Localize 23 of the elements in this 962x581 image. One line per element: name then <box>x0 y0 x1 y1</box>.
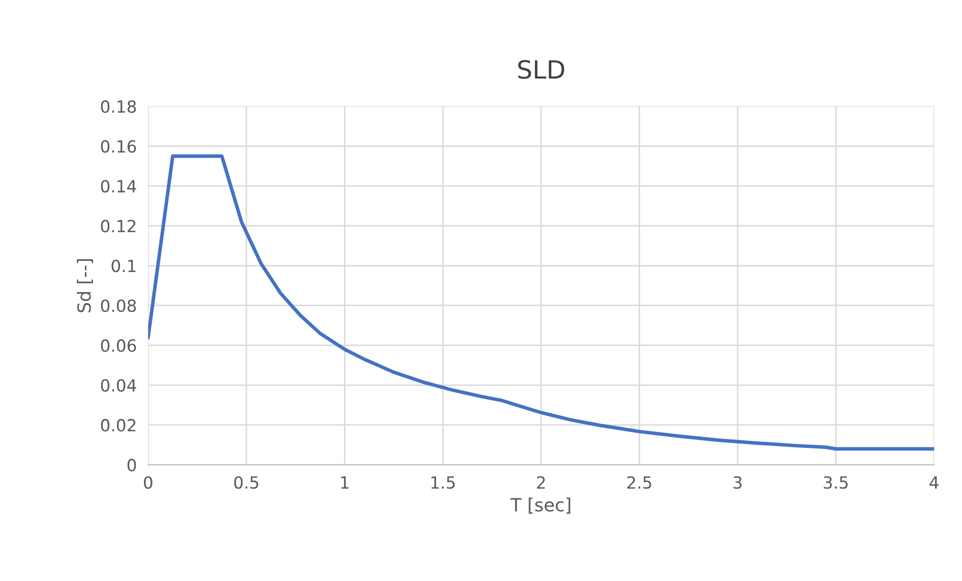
y-tick-label: 0.08 <box>101 299 136 312</box>
y-tick-label: 0.1 <box>112 260 136 272</box>
x-tick-label: 0.5 <box>234 476 258 489</box>
y-tick-label: 0.04 <box>101 379 136 392</box>
x-tick-label: 2.5 <box>627 476 652 489</box>
chart-title: SLD <box>518 60 564 79</box>
y-tick-label: 0.02 <box>101 418 136 432</box>
x-axis-title: T [sec] <box>510 498 570 514</box>
y-tick-label: 0 <box>128 458 136 472</box>
y-axis-title: Sd [--] <box>76 259 93 312</box>
y-tick-label: 0.18 <box>101 100 136 113</box>
x-tick-label: 1 <box>341 476 348 489</box>
x-tick-label: 4 <box>930 476 938 489</box>
y-tick-label: 0.12 <box>101 220 136 232</box>
x-tick-label: 0 <box>144 476 152 489</box>
line-series <box>148 154 934 451</box>
y-tick-label: 0.16 <box>101 140 136 153</box>
x-tick-label: 3.5 <box>824 476 848 489</box>
x-tick-label: 2 <box>537 476 545 489</box>
x-tick-label: 3 <box>734 476 742 489</box>
y-tick-label: 0.14 <box>101 180 136 193</box>
x-tick-label: 1.5 <box>431 476 455 489</box>
y-tick-label: 0.06 <box>101 339 136 352</box>
